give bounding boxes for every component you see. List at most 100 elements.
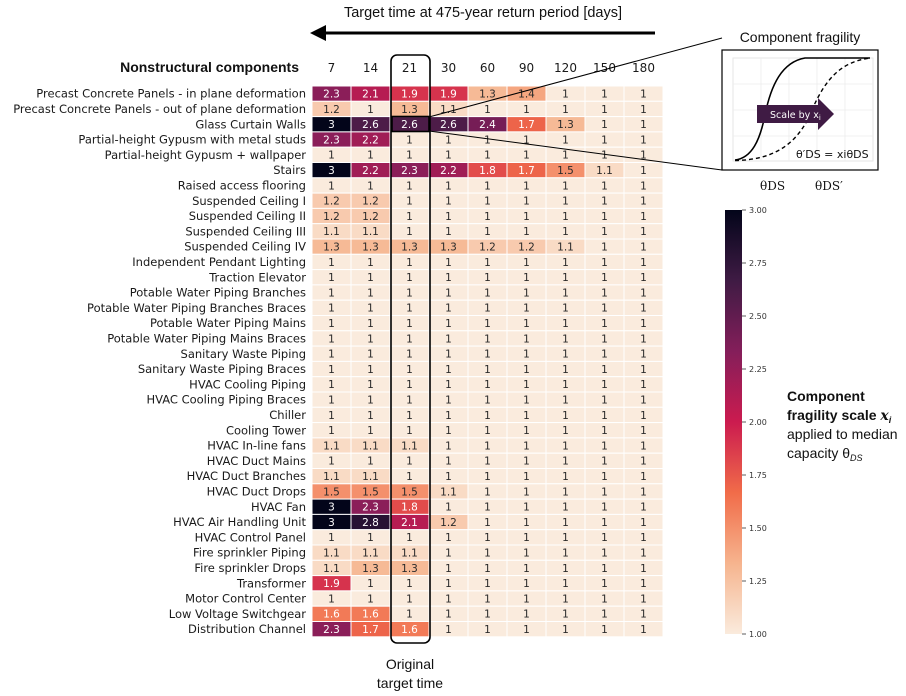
cell-value-label: 2.3 <box>323 134 340 146</box>
row-labels: Precast Concrete Panels - in plane defor… <box>13 87 306 637</box>
row-label: Stairs <box>273 163 306 177</box>
cell-value-label: 1 <box>406 180 413 192</box>
cell-value-label: 1.5 <box>557 165 574 177</box>
cell-value-label: 1 <box>640 624 647 636</box>
row-label: HVAC In-line fans <box>207 439 306 453</box>
cell-value-label: 1 <box>601 257 608 269</box>
cell-value-label: 1 <box>445 456 452 468</box>
cell-value-label: 2.6 <box>440 119 457 131</box>
cell-value-label: 1 <box>406 425 413 437</box>
row-label: HVAC Control Panel <box>195 530 306 544</box>
row-label: HVAC Cooling Piping <box>189 377 306 391</box>
cell-value-label: 1 <box>640 88 647 100</box>
cell-value-label: 1 <box>601 104 608 116</box>
colorbar <box>725 210 742 634</box>
cell-value-label: 1 <box>406 272 413 284</box>
cell-value-label: 1.3 <box>362 241 379 253</box>
cell-value-label: 1 <box>406 593 413 605</box>
cell-value-label: 1.3 <box>401 241 418 253</box>
cell-value-label: 1 <box>562 563 569 575</box>
cell-value-label: 1 <box>484 196 491 208</box>
cell-value-label: 1.3 <box>362 563 379 575</box>
cell-value-label: 1 <box>640 333 647 345</box>
cell-value-label: 1 <box>562 318 569 330</box>
column-label: 120 <box>554 61 577 75</box>
cell-value-label: 1 <box>601 241 608 253</box>
column-label: 60 <box>480 61 495 75</box>
cell-value-label: 1.1 <box>440 486 457 498</box>
colorbar-tick-label: 2.25 <box>749 365 767 374</box>
cell-value-label: 1.3 <box>323 241 340 253</box>
cell-value-label: 1 <box>328 333 335 345</box>
cell-value-label: 1 <box>328 593 335 605</box>
colorbar-tick-label: 2.00 <box>749 418 767 427</box>
cell-value-label: 1.6 <box>362 609 379 621</box>
cell-value-label: 1 <box>445 593 452 605</box>
cell-value-label: 1 <box>640 440 647 452</box>
cell-value-label: 2.6 <box>401 119 418 131</box>
cell-value-label: 1.5 <box>362 486 379 498</box>
cell-value-label: 1 <box>445 471 452 483</box>
cell-value-label: 1 <box>484 318 491 330</box>
cell-value-label: 1 <box>328 318 335 330</box>
row-label: Traction Elevator <box>208 270 306 284</box>
cell-value-label: 1 <box>640 180 647 192</box>
cell-value-label: 1 <box>484 379 491 391</box>
row-label: HVAC Duct Mains <box>207 454 306 468</box>
cell-value-label: 1 <box>367 104 374 116</box>
cell-value-label: 1 <box>484 563 491 575</box>
cell-value-label: 1 <box>406 257 413 269</box>
cell-value-label: 1 <box>523 624 530 636</box>
cell-value-label: 1 <box>601 364 608 376</box>
colorbar-tick-label: 1.50 <box>749 524 767 533</box>
cell-value-label: 1.2 <box>323 196 340 208</box>
cell-value-label: 1 <box>523 226 530 238</box>
colorbar-tick-label: 2.50 <box>749 312 767 321</box>
cell-value-label: 1 <box>640 502 647 514</box>
cell-value-label: 1 <box>523 287 530 299</box>
cell-value-label: 1 <box>601 226 608 238</box>
cell-value-label: 1 <box>445 609 452 621</box>
cell-value-label: 1 <box>523 425 530 437</box>
cell-value-label: 1 <box>601 119 608 131</box>
cell-value-label: 1 <box>328 456 335 468</box>
row-label: Transformer <box>236 576 306 590</box>
cell-value-label: 2.8 <box>362 517 379 529</box>
cell-value-label: 1 <box>484 502 491 514</box>
cell-value-label: 1 <box>406 303 413 315</box>
cell-value-label: 1 <box>562 104 569 116</box>
row-label: Glass Curtain Walls <box>195 117 306 131</box>
cell-value-label: 1 <box>484 104 491 116</box>
cell-value-label: 1 <box>406 211 413 223</box>
cell-value-label: 1.1 <box>323 547 340 559</box>
row-label: HVAC Duct Branches <box>187 469 306 483</box>
cell-value-label: 1 <box>601 517 608 529</box>
cell-value-label: 1 <box>601 287 608 299</box>
row-label: Motor Control Center <box>185 592 306 606</box>
cell-value-label: 1 <box>523 440 530 452</box>
cell-value-label: 1 <box>562 364 569 376</box>
row-label: Distribution Channel <box>188 622 306 636</box>
row-label: Chiller <box>269 408 306 422</box>
cell-value-label: 1 <box>601 502 608 514</box>
cell-value-label: 1 <box>406 318 413 330</box>
row-label: Cooling Tower <box>226 423 306 437</box>
cell-value-label: 1 <box>562 226 569 238</box>
row-label: Raised access flooring <box>178 178 306 192</box>
cell-value-label: 1 <box>640 287 647 299</box>
cell-value-label: 1 <box>328 425 335 437</box>
highlighted-cell <box>391 115 430 133</box>
cell-value-label: 1 <box>601 196 608 208</box>
cell-value-label: 1 <box>601 134 608 146</box>
heatmap-cell-values: 2.3 2.1 1.9 1.9 1.3 1.4 1 1 11.2 1 1.3 1.1 1 1 1 1 13 2.6… <box>323 88 647 636</box>
cell-value-label: 1 <box>523 532 530 544</box>
cell-value-label: 1.9 <box>323 578 340 590</box>
cell-value-label: 1 <box>562 349 569 361</box>
colorbar-ticks: 1.00 1.25 1.50 1.75 2.00 2.25 2.50 2.75 3.00 <box>742 206 767 639</box>
cell-value-label: 1 <box>523 578 530 590</box>
cell-value-label: 1 <box>523 318 530 330</box>
cell-value-label: 2.3 <box>362 502 379 514</box>
cell-value-label: 1 <box>640 364 647 376</box>
cell-value-label: 1 <box>640 104 647 116</box>
cell-value-label: 1 <box>523 593 530 605</box>
